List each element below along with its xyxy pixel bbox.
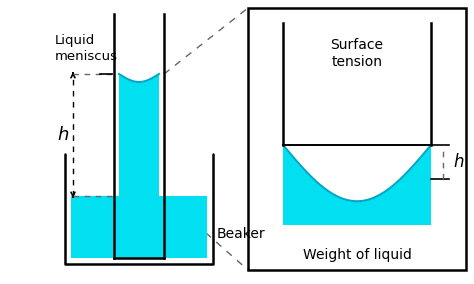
Polygon shape	[283, 145, 431, 225]
Text: Weight of liquid: Weight of liquid	[302, 248, 411, 262]
Bar	[248, 8, 466, 270]
Polygon shape	[119, 73, 159, 82]
Text: h: h	[453, 153, 464, 171]
Polygon shape	[71, 196, 207, 258]
Text: Surface
tension: Surface tension	[330, 38, 383, 69]
Text: Liquid
meniscus: Liquid meniscus	[55, 34, 118, 63]
Text: Beaker: Beaker	[217, 227, 265, 241]
Polygon shape	[283, 144, 431, 201]
Polygon shape	[119, 74, 159, 196]
Text: h: h	[57, 126, 69, 144]
